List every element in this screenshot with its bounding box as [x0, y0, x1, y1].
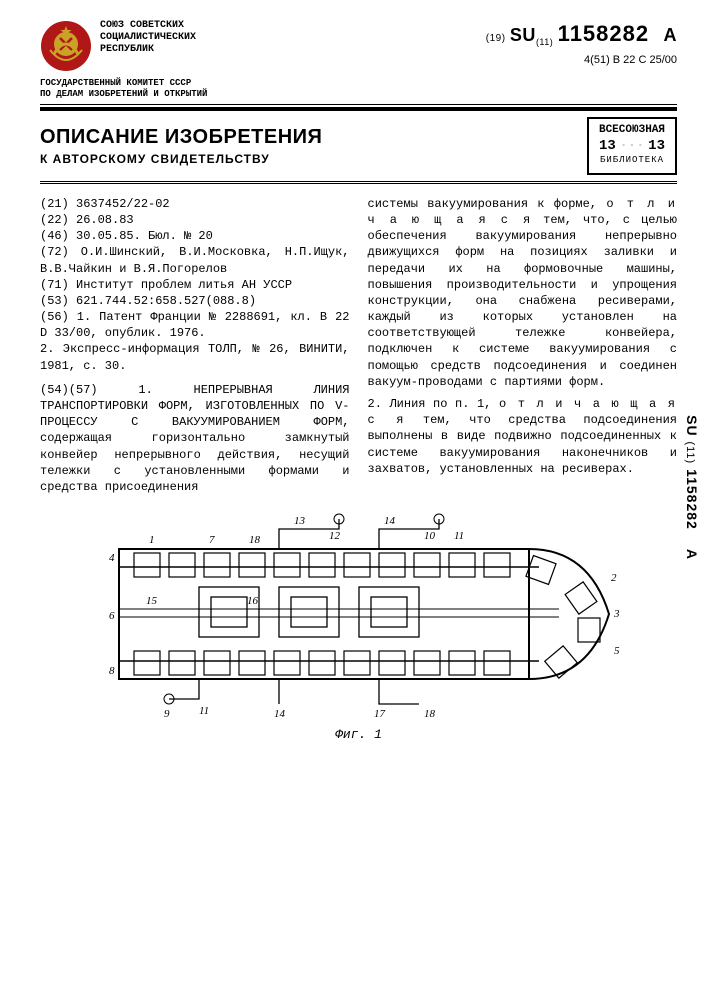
- svg-text:18: 18: [249, 534, 261, 546]
- svg-text:5: 5: [614, 645, 620, 657]
- svg-text:15: 15: [146, 595, 158, 607]
- claim2-a: 2. Линия по п. 1,: [368, 397, 499, 411]
- figure-area: 4 1 7 18 13 12 14 10 11 16 15 6 8 2 3 5 …: [40, 509, 677, 743]
- figure-1-drawing: 4 1 7 18 13 12 14 10 11 16 15 6 8 2 3 5 …: [79, 509, 639, 719]
- text-columns: (21) 3637452/22-02 (22) 26.08.83 (46) 30…: [40, 196, 677, 495]
- side-number: 1158282: [684, 469, 700, 530]
- doc-suffix: (11): [536, 37, 553, 47]
- union-name: СОЮЗ СОВЕТСКИХ СОЦИАЛИСТИЧЕСКИХ РЕСПУБЛИ…: [100, 20, 478, 56]
- claim1-b: тем, что, с целью обеспечения вакуумиров…: [368, 213, 678, 389]
- stamp-mid-gap: ···: [619, 137, 644, 155]
- svg-text:18: 18: [424, 708, 436, 719]
- divider-thick: [40, 107, 677, 111]
- header-row: СОЮЗ СОВЕТСКИХ СОЦИАЛИСТИЧЕСКИХ РЕСПУБЛИ…: [40, 20, 677, 72]
- doc-number-block: (19) SU(11) 1158282 A 4(51) B 22 C 25/00: [486, 20, 677, 67]
- stamp-right-num: 13: [648, 137, 665, 155]
- svg-text:1: 1: [149, 534, 155, 546]
- library-stamp: ВСЕСОЮЗНАЯ 13 ··· 13 БИБЛИОТЕКА: [587, 117, 677, 175]
- left-column: (21) 3637452/22-02 (22) 26.08.83 (46) 30…: [40, 196, 350, 495]
- committee-name: ГОСУДАРСТВЕННЫЙ КОМИТЕТ СССР ПО ДЕЛАМ ИЗ…: [40, 78, 677, 100]
- svg-text:9: 9: [164, 708, 170, 719]
- svg-text:2: 2: [611, 572, 617, 584]
- field-56-1: (56) 1. Патент Франции № 2288691, кл. B …: [40, 309, 350, 341]
- field-54-body: содержащая горизонтально замкнутый конве…: [40, 431, 350, 494]
- doc-country: SU: [510, 25, 536, 45]
- stamp-left-num: 13: [599, 137, 616, 155]
- page-root: СОЮЗ СОВЕТСКИХ СОЦИАЛИСТИЧЕСКИХ РЕСПУБЛИ…: [0, 0, 707, 1000]
- title-row: ОПИСАНИЕ ИЗОБРЕТЕНИЯ К АВТОРСКОМУ СВИДЕТ…: [40, 117, 677, 175]
- title-sub: К АВТОРСКОМУ СВИДЕТЕЛЬСТВУ: [40, 152, 587, 168]
- svg-text:8: 8: [109, 665, 115, 677]
- svg-text:17: 17: [374, 708, 386, 719]
- svg-text:11: 11: [454, 530, 464, 542]
- field-22: (22) 26.08.83: [40, 212, 350, 228]
- figure-caption: Фиг. 1: [40, 727, 677, 744]
- svg-text:7: 7: [209, 534, 215, 546]
- svg-text:3: 3: [613, 608, 620, 620]
- svg-text:11: 11: [199, 705, 209, 717]
- stamp-top: ВСЕСОЮЗНАЯ: [599, 123, 665, 137]
- claim1-a: системы вакуумирования к форме,: [368, 197, 607, 211]
- svg-text:14: 14: [274, 708, 286, 719]
- side-country: SU: [684, 415, 700, 436]
- field-46: (46) 30.05.85. Бюл. № 20: [40, 228, 350, 244]
- right-column: системы вакуумирования к форме, о т л и …: [368, 196, 678, 495]
- field-54-title: (54)(57) 1. НЕПРЕРЫВНАЯ ЛИНИЯ ТРАНСПОРТИ…: [40, 383, 350, 429]
- ussr-emblem-icon: [40, 20, 92, 72]
- side-small: (11): [684, 441, 696, 464]
- doc-kind: A: [664, 25, 678, 45]
- doc-number: 1158282: [558, 21, 649, 46]
- svg-text:6: 6: [109, 610, 115, 622]
- svg-text:12: 12: [329, 530, 341, 542]
- svg-text:10: 10: [424, 530, 436, 542]
- divider-thin-1: [40, 104, 677, 105]
- doc-prefix: (19): [486, 33, 506, 44]
- field-56-2: 2. Экспресс-информация ТОЛП, № 26, ВИНИТ…: [40, 341, 350, 373]
- side-doc-label: SU (11) 1158282 A: [683, 415, 701, 560]
- title-block: ОПИСАНИЕ ИЗОБРЕТЕНИЯ К АВТОРСКОМУ СВИДЕТ…: [40, 124, 587, 168]
- svg-text:14: 14: [384, 515, 396, 527]
- field-71: (71) Институт проблем литья АН УССР: [40, 277, 350, 293]
- svg-text:4: 4: [109, 552, 115, 564]
- ipc-line: 4(51) B 22 C 25/00: [486, 53, 677, 67]
- field-21: (21) 3637452/22-02: [40, 196, 350, 212]
- title-main: ОПИСАНИЕ ИЗОБРЕТЕНИЯ: [40, 124, 587, 150]
- divider-thin-2: [40, 181, 677, 182]
- svg-text:16: 16: [247, 595, 259, 607]
- svg-text:13: 13: [294, 515, 306, 527]
- stamp-bottom: БИБЛИОТЕКА: [599, 155, 665, 167]
- claim2-b: тем, что средства подсоединения выполнен…: [368, 413, 678, 476]
- field-53: (53) 621.744.52:658.527(088.8): [40, 293, 350, 309]
- divider-thin-3: [40, 183, 677, 184]
- field-72: (72) О.И.Шинский, В.И.Московка, Н.П.Ищук…: [40, 244, 350, 276]
- side-kind: A: [684, 549, 700, 560]
